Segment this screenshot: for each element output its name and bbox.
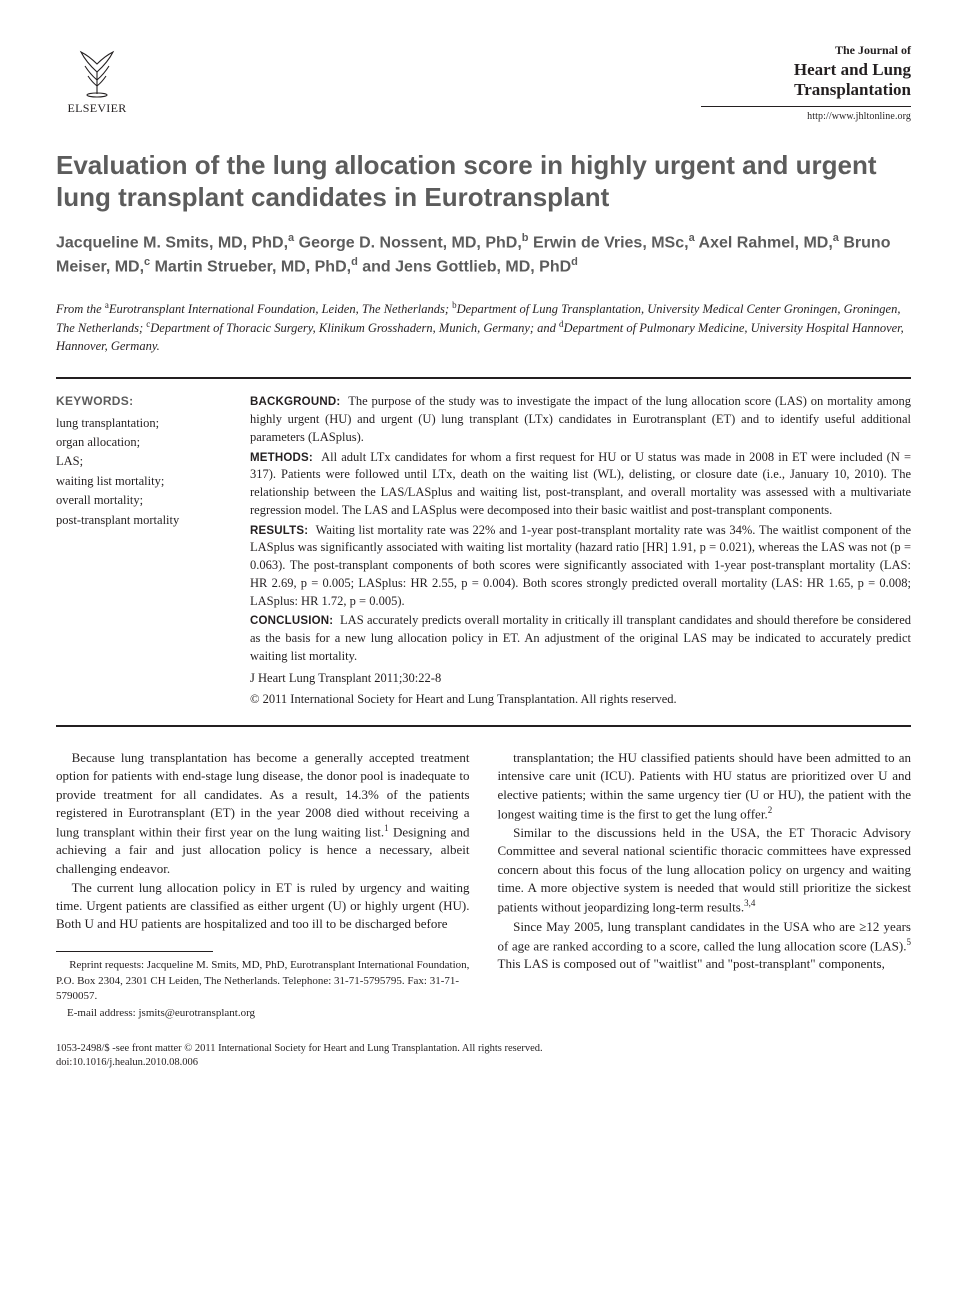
conclusion-label: CONCLUSION:	[250, 615, 333, 627]
article-title: Evaluation of the lung allocation score …	[56, 150, 911, 213]
email-address[interactable]: jsmits@eurotransplant.org	[138, 1007, 255, 1019]
journal-rule	[701, 106, 911, 107]
abstract-background: BACKGROUND: The purpose of the study was…	[250, 393, 911, 446]
elsevier-tree-icon	[71, 42, 123, 98]
body-right-p2: Similar to the discussions held in the U…	[498, 824, 912, 916]
page-header: ELSEVIER The Journal of Heart and Lung T…	[56, 42, 911, 124]
footer-doi: doi:10.1016/j.healun.2010.08.006	[56, 1056, 911, 1070]
reprint-email-line: E-mail address: jsmits@eurotransplant.or…	[56, 1006, 470, 1021]
reprint-text: Reprint requests: Jacqueline M. Smits, M…	[56, 958, 470, 1004]
body-left-column: Because lung transplantation has become …	[56, 749, 470, 1022]
abstract-conclusion: CONCLUSION: LAS accurately predicts over…	[250, 612, 911, 665]
footer-copyright: 1053-2498/$ -see front matter © 2011 Int…	[56, 1043, 543, 1054]
reprint-rule	[56, 951, 213, 952]
abstract-column: BACKGROUND: The purpose of the study was…	[250, 393, 911, 709]
abstract-citation: J Heart Lung Transplant 2011;30:22-8	[250, 670, 911, 688]
abstract-block: KEYWORDS: lung transplantation;organ all…	[56, 377, 911, 727]
body-columns: Because lung transplantation has become …	[56, 749, 911, 1022]
publisher-name: ELSEVIER	[67, 100, 126, 116]
journal-block: The Journal of Heart and Lung Transplant…	[701, 42, 911, 124]
background-text: The purpose of the study was to investig…	[250, 394, 911, 444]
results-label: RESULTS:	[250, 525, 308, 537]
body-right-p3: Since May 2005, lung transplant candidat…	[498, 918, 912, 974]
keywords-heading: KEYWORDS:	[56, 393, 228, 409]
journal-prefix: The Journal of	[701, 42, 911, 58]
methods-label: METHODS:	[250, 452, 313, 464]
keywords-column: KEYWORDS: lung transplantation;organ all…	[56, 393, 228, 709]
journal-name: Heart and Lung Transplantation	[701, 60, 911, 100]
abstract-methods: METHODS: All adult LTx candidates for wh…	[250, 449, 911, 520]
body-right-column: transplantation; the HU classified patie…	[498, 749, 912, 1022]
body-left-p1: Because lung transplantation has become …	[56, 749, 470, 878]
conclusion-text: LAS accurately predicts overall mortalit…	[250, 613, 911, 663]
reprint-block: Reprint requests: Jacqueline M. Smits, M…	[56, 958, 470, 1021]
affiliations: From the aEurotransplant International F…	[56, 299, 911, 356]
keywords-list: lung transplantation;organ allocation;LA…	[56, 414, 228, 530]
methods-text: All adult LTx candidates for whom a firs…	[250, 450, 911, 517]
abstract-copyright: © 2011 International Society for Heart a…	[250, 691, 911, 709]
publisher-logo-block: ELSEVIER	[56, 42, 138, 116]
authors: Jacqueline M. Smits, MD, PhD,a George D.…	[56, 231, 911, 278]
background-label: BACKGROUND:	[250, 396, 340, 408]
body-left-p2: The current lung allocation policy in ET…	[56, 879, 470, 934]
footer: 1053-2498/$ -see front matter © 2011 Int…	[56, 1042, 911, 1070]
abstract-results: RESULTS: Waiting list mortality rate was…	[250, 522, 911, 611]
email-label: E-mail address:	[67, 1007, 136, 1019]
body-right-p1: transplantation; the HU classified patie…	[498, 749, 912, 823]
journal-url[interactable]: http://www.jhltonline.org	[701, 110, 911, 124]
results-text: Waiting list mortality rate was 22% and …	[250, 523, 911, 608]
